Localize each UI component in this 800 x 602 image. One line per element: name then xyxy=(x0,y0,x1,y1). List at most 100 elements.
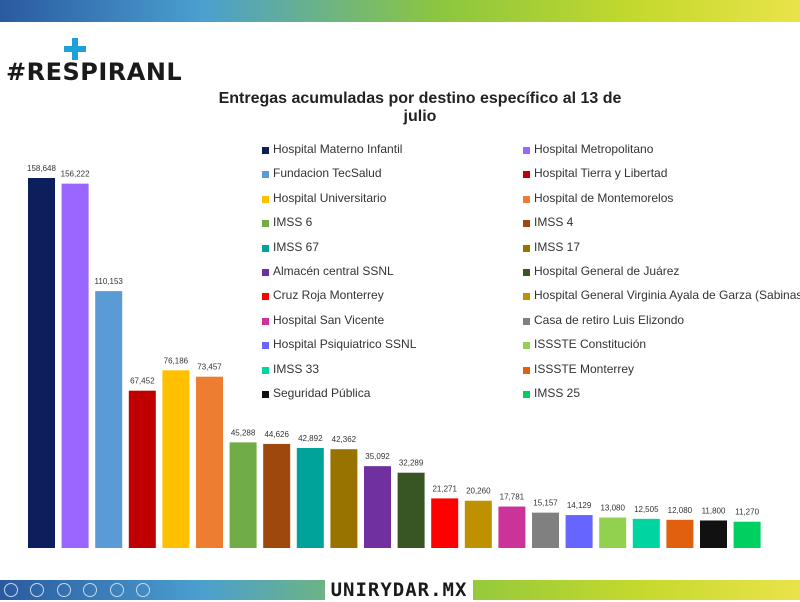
bar-value-label: 12,080 xyxy=(668,506,693,515)
bar-13 xyxy=(431,498,459,548)
bar-value-label: 13,080 xyxy=(600,503,625,512)
legend-label: Almacén central SSNL xyxy=(273,263,394,278)
chart-title: Entregas acumuladas por destino específi… xyxy=(218,90,622,125)
legend-item: Hospital Tierra y Libertad xyxy=(523,164,793,188)
bar-21 xyxy=(700,520,727,548)
legend-item: Cruz Roja Monterrey xyxy=(262,286,532,310)
bar-8 xyxy=(263,443,291,548)
legend-item: Casa de retiro Luis Elizondo xyxy=(523,311,793,335)
bar-value-label: 11,800 xyxy=(702,506,726,515)
legend-label: Seguridad Pública xyxy=(273,385,371,400)
bar-value-label: 17,781 xyxy=(500,493,525,502)
legend-swatch xyxy=(523,171,530,179)
legend-label: IMSS 17 xyxy=(534,239,581,254)
legend-label: Cruz Roja Monterrey xyxy=(273,288,384,303)
legend-swatch xyxy=(262,220,269,228)
legend-item: Hospital Universitario xyxy=(262,189,532,213)
bar-value-label: 35,092 xyxy=(365,452,390,461)
legend-item: Seguridad Pública xyxy=(262,384,532,408)
bar-16 xyxy=(532,512,559,548)
legend-label: IMSS 33 xyxy=(273,361,320,376)
bar-value-label: 110,153 xyxy=(95,277,124,286)
legend-label: Hospital Metropolitano xyxy=(534,142,654,156)
legend-label: Hospital San Vicente xyxy=(273,312,385,327)
footer-site-name: UNIRYDAR.MX xyxy=(330,579,468,601)
legend-column-right: Hospital Metropolitano Hospital Tierra y … xyxy=(523,140,800,408)
bar-14 xyxy=(464,500,492,548)
bar-value-label: 73,457 xyxy=(197,363,222,372)
bar-value-label: 42,362 xyxy=(332,435,357,444)
bar-22 xyxy=(733,521,761,548)
slideshow-controls[interactable] xyxy=(4,580,158,598)
bar-value-label: 42,892 xyxy=(298,434,323,443)
bar-11 xyxy=(364,466,391,548)
bar-7 xyxy=(229,442,257,548)
legend-label: Casa de retiro Luis Elizondo xyxy=(534,312,685,327)
hashtag-logo: #RESPIRANL xyxy=(6,58,183,86)
bar-19 xyxy=(632,518,660,548)
next-slide-icon[interactable] xyxy=(30,583,45,597)
legend-label: ISSSTE Constitución xyxy=(534,337,647,352)
slides-grid-icon[interactable] xyxy=(83,583,98,597)
zoom-icon[interactable] xyxy=(109,583,124,597)
legend-item: IMSS 25 xyxy=(523,384,793,408)
previous-slide-icon[interactable] xyxy=(4,583,18,597)
bar-value-label: 158,648 xyxy=(27,164,56,173)
legend-label: IMSS 6 xyxy=(273,215,313,230)
legend-swatch xyxy=(523,147,530,154)
legend-item: Fundacion TecSalud xyxy=(262,164,532,188)
bar-9 xyxy=(296,447,324,548)
bar-3 xyxy=(95,291,123,548)
bar-value-label: 156,222 xyxy=(61,170,90,179)
legend-item: Hospital Metropolitano xyxy=(523,140,793,164)
legend-swatch xyxy=(262,244,269,252)
bar-17 xyxy=(565,515,593,548)
legend-swatch xyxy=(262,293,269,301)
bar-2 xyxy=(61,183,89,548)
legend-label: IMSS 67 xyxy=(273,239,320,254)
legend-label: ISSSTE Monterrey xyxy=(534,361,635,376)
legend-label: IMSS 25 xyxy=(534,385,581,400)
bar-4 xyxy=(128,390,156,548)
legend-swatch xyxy=(262,317,269,325)
legend-item: Hospital San Vicente xyxy=(262,311,532,335)
legend-label: Hospital General Virginia Ayala de Garza… xyxy=(534,288,800,303)
legend-label: Hospital Materno Infantil xyxy=(273,142,403,156)
legend-swatch xyxy=(523,390,530,398)
bar-20 xyxy=(666,519,694,548)
bar-value-label: 44,626 xyxy=(264,430,289,439)
legend-column-left: Hospital Materno Infantil Fundacion TecSa… xyxy=(262,140,532,408)
bar-value-label: 67,452 xyxy=(130,377,155,386)
legend-swatch xyxy=(262,195,269,203)
legend-item: ISSSTE Constitución xyxy=(523,335,793,359)
more-options-icon[interactable] xyxy=(136,583,151,597)
legend-swatch xyxy=(523,268,530,276)
legend-label: Hospital Tierra y Libertad xyxy=(534,166,668,181)
legend-item: IMSS 17 xyxy=(523,238,793,262)
legend-item: Hospital General Virginia Ayala de Garza… xyxy=(523,286,800,310)
plus-cross-icon xyxy=(64,38,86,60)
legend-item: IMSS 33 xyxy=(262,360,532,384)
legend-label: Hospital Universitario xyxy=(273,190,387,205)
bar-value-label: 20,260 xyxy=(466,487,491,496)
legend-swatch xyxy=(523,220,530,228)
bar-1 xyxy=(28,178,55,548)
legend-label: IMSS 4 xyxy=(534,215,574,230)
bar-10 xyxy=(330,449,358,548)
legend-item: Almacén central SSNL xyxy=(262,262,532,286)
legend-label: Hospital de Montemorelos xyxy=(534,190,674,205)
legend-swatch xyxy=(262,171,269,179)
legend-item: Hospital General de Juárez xyxy=(523,262,793,286)
footer-brand-background xyxy=(325,578,473,600)
bar-value-label: 76,186 xyxy=(164,356,189,365)
bar-5 xyxy=(162,370,190,548)
pen-tool-icon[interactable] xyxy=(56,583,71,597)
top-color-band xyxy=(0,0,800,22)
legend-label: Hospital General de Juárez xyxy=(534,263,680,278)
legend-swatch xyxy=(523,244,530,252)
bar-18 xyxy=(599,517,627,548)
legend-item: ISSSTE Monterrey xyxy=(523,360,793,384)
legend-item: Hospital Materno Infantil xyxy=(262,140,532,164)
bar-value-label: 11,270 xyxy=(735,508,759,517)
